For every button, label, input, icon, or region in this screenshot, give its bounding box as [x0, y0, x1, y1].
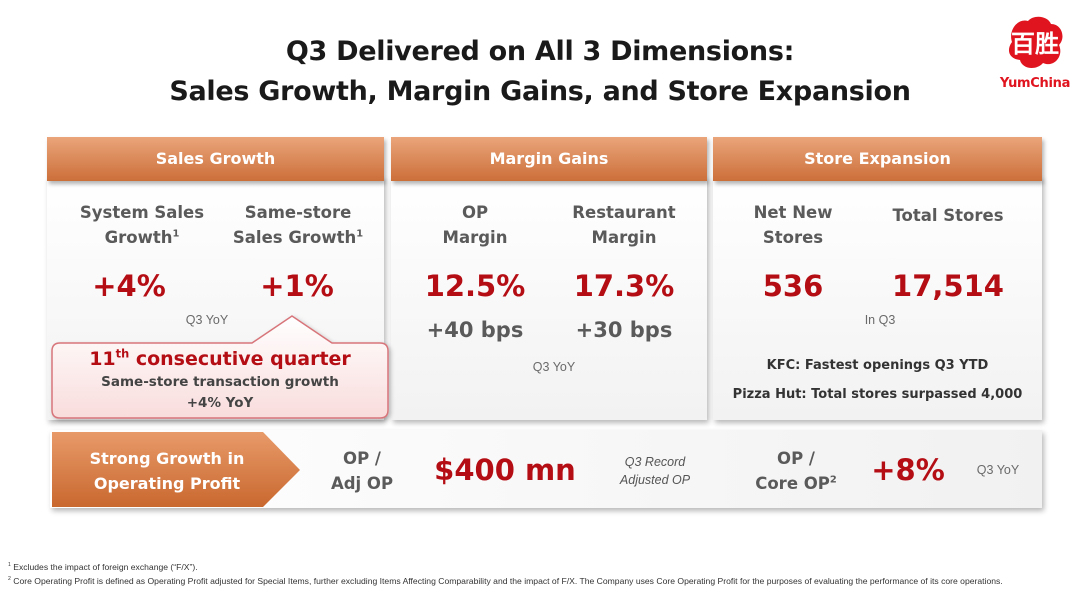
op-margin-label: OP Margin — [442, 203, 508, 247]
core-op-value: +8% — [871, 453, 945, 487]
margin-gains-period: Q3 YoY — [532, 360, 576, 374]
callout-text: 11th consecutive quarter Same-store tran… — [52, 346, 388, 414]
restaurant-margin-label: Restaurant Margin — [572, 203, 676, 247]
yum-china-logo: 百胜 YumChina — [998, 12, 1072, 92]
system-sales-label: System Sales Growth1 — [79, 203, 205, 247]
margin-gains-header: Margin Gains — [391, 137, 707, 181]
total-stores-value: 17,514 — [892, 269, 1004, 303]
kfc-note: KFC: Fastest openings Q3 YTD — [766, 358, 989, 373]
same-store-sales-label: Same-store Sales Growth1 — [232, 203, 364, 247]
same-store-sales-value: +1% — [260, 269, 334, 303]
store-expansion-header: Store Expansion — [713, 137, 1042, 181]
margin-gains-panel — [391, 177, 707, 420]
callout-line-3: +4% YoY — [186, 395, 254, 411]
title-line-2: Sales Growth, Margin Gains, and Store Ex… — [169, 76, 911, 107]
restaurant-margin-value: 17.3% — [573, 269, 675, 303]
title-line-1: Q3 Delivered on All 3 Dimensions: — [285, 36, 795, 67]
logo-mark-label: 百胜 — [1011, 30, 1059, 58]
op-period: Q3 YoY — [976, 463, 1020, 477]
store-expansion-panel — [713, 177, 1042, 420]
op-arrow-label: Strong Growth in Operating Profit — [89, 449, 245, 493]
footnotes: 1 Excludes the impact of foreign exchang… — [8, 562, 1073, 587]
sales-growth-header: Sales Growth — [47, 137, 384, 181]
footnote-2: 2 Core Operating Profit is defined as Op… — [8, 575, 1003, 586]
core-op-label: OP / Core OP2 — [755, 449, 837, 493]
restaurant-margin-change: +30 bps — [575, 318, 673, 342]
op-margin-change: +40 bps — [426, 318, 524, 342]
pizza-hut-note: Pizza Hut: Total stores surpassed 4,000 — [732, 387, 1023, 402]
op-adj-op-label: OP / Adj OP — [330, 449, 394, 493]
callout-headline: 11th consecutive quarter — [89, 346, 351, 370]
op-value: $400 mn — [434, 453, 576, 487]
page-title: Q3 Delivered on All 3 Dimensions: Sales … — [120, 32, 960, 112]
logo-mark-icon: 百胜 — [1008, 16, 1063, 69]
total-stores-label: Total Stores — [892, 206, 1004, 225]
logo-text: YumChina — [999, 76, 1071, 91]
q3-record-note: Q3 Record Adjusted OP — [619, 455, 691, 487]
store-expansion-period: In Q3 — [864, 313, 896, 327]
callout-line-2: Same-store transaction growth — [101, 374, 339, 390]
footnote-1: 1 Excludes the impact of foreign exchang… — [8, 562, 198, 572]
net-new-stores-value: 536 — [762, 269, 824, 303]
net-new-stores-label: Net New Stores — [753, 203, 833, 247]
op-margin-value: 12.5% — [424, 269, 526, 303]
system-sales-value: +4% — [92, 269, 166, 303]
